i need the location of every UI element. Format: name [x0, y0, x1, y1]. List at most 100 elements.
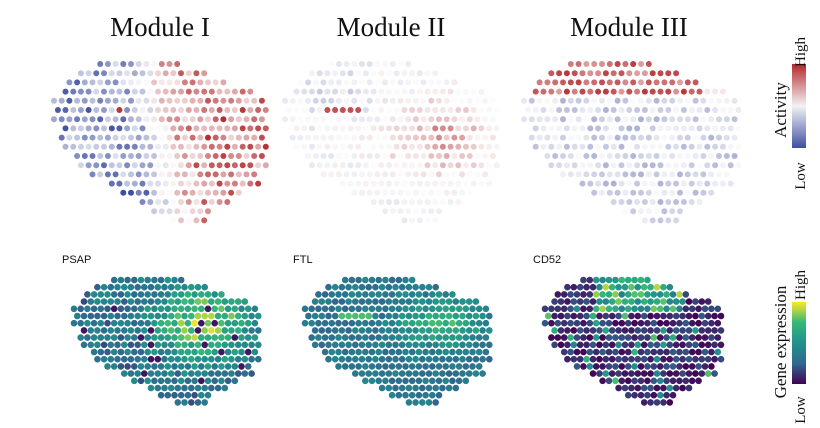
spot [599, 363, 606, 370]
spot [157, 377, 165, 385]
spot [602, 298, 610, 305]
spot [155, 143, 161, 150]
spot [205, 79, 211, 86]
spot [201, 199, 208, 205]
spot [663, 348, 670, 356]
spot [727, 180, 734, 187]
spot [97, 171, 104, 178]
spot [395, 363, 403, 370]
spot [208, 327, 215, 334]
spot [216, 143, 223, 150]
spot [235, 153, 242, 159]
spot [208, 298, 215, 305]
spot [641, 199, 648, 205]
spot [151, 319, 158, 327]
spot [216, 88, 223, 95]
spot [100, 355, 108, 363]
spot [660, 283, 667, 291]
spot [704, 107, 711, 113]
spot [393, 143, 400, 150]
spot [382, 208, 389, 215]
spot [435, 391, 443, 399]
spot [660, 399, 667, 406]
spot [595, 180, 602, 187]
spot [359, 171, 365, 178]
spot [124, 88, 131, 95]
spot [576, 298, 584, 305]
spot [478, 162, 485, 169]
spot [599, 334, 606, 341]
spot [432, 88, 439, 95]
spot [154, 283, 162, 291]
spot [185, 88, 192, 95]
spot [247, 125, 254, 132]
spot [185, 143, 192, 150]
spot [401, 180, 408, 187]
spot [447, 162, 454, 169]
spot [606, 153, 613, 159]
spot [412, 399, 419, 406]
spot [424, 162, 431, 169]
spot [672, 341, 680, 349]
spot [104, 363, 111, 370]
panel-module3 [521, 61, 742, 224]
spot [351, 153, 358, 159]
spot [626, 107, 633, 113]
spot [540, 107, 547, 113]
spot [137, 363, 145, 370]
spot [231, 88, 238, 95]
panel-title-cd52: CD52 [533, 254, 561, 266]
spot [405, 341, 413, 349]
spot [641, 180, 648, 187]
spot [110, 363, 118, 370]
spot [673, 88, 680, 95]
spot [479, 355, 486, 363]
spot [374, 116, 381, 123]
spot [624, 276, 632, 284]
spot [614, 116, 621, 123]
spot [127, 355, 135, 363]
spot [107, 298, 115, 305]
spot [727, 143, 734, 150]
spot [618, 162, 625, 169]
spot [663, 291, 670, 298]
spot [436, 171, 442, 178]
spot [201, 384, 208, 392]
spot [398, 370, 406, 377]
spot [205, 153, 211, 159]
spot [666, 327, 674, 334]
spot [255, 180, 262, 187]
spot [365, 283, 373, 291]
spot [382, 305, 389, 313]
spot [712, 88, 719, 95]
spot [432, 217, 439, 224]
spot [583, 153, 590, 159]
spot [452, 341, 460, 349]
spot [244, 334, 252, 341]
spot [445, 370, 453, 377]
spot [688, 363, 696, 370]
spot [717, 312, 725, 320]
spot [719, 162, 726, 169]
spot [666, 312, 674, 320]
spot [351, 116, 358, 123]
spot [637, 334, 645, 341]
spot [422, 391, 429, 399]
spot [308, 334, 316, 341]
spot [135, 79, 142, 86]
spot [193, 70, 200, 77]
spot [466, 116, 473, 123]
spot [339, 162, 346, 169]
spot [331, 283, 339, 291]
spot [147, 162, 154, 169]
spot [293, 107, 300, 113]
spot [388, 305, 396, 313]
spot [201, 283, 208, 291]
spot [624, 291, 632, 298]
spot [191, 348, 198, 356]
spot [656, 305, 664, 313]
spot [197, 171, 204, 178]
spot [463, 143, 469, 150]
spot [131, 377, 138, 385]
spot [93, 88, 100, 95]
